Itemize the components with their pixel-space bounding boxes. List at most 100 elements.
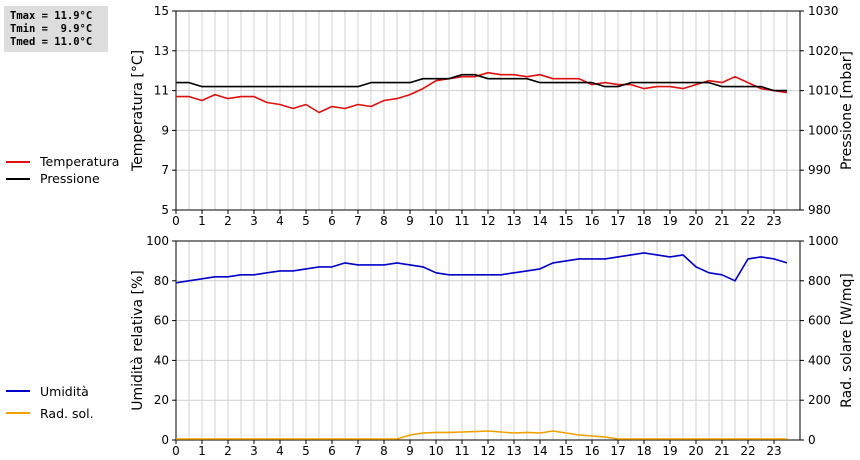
bottom-x-tick-label: 2 [224, 444, 232, 458]
bottom-x-tick-label: 3 [250, 444, 258, 458]
top-series-pressione [176, 73, 787, 92]
bottom-chart: 0 1 2 3 4 5 6 7 8 9 10 11 12 13 14 15 16 17 18 19 20 21 22 2302… [130, 234, 855, 458]
top-x-tick-label: 4 [276, 214, 284, 228]
bottom-x-tick-label: 1 [198, 444, 206, 458]
top-y2-tick-label: 1000 [808, 123, 839, 137]
top-x-tick-label: 15 [558, 214, 573, 228]
bottom-x-tick-label: 5 [302, 444, 310, 458]
legend-swatch-temperatura [6, 160, 30, 163]
bottom-x-tick-label: 6 [328, 444, 336, 458]
bottom-x-tick-label: 10 [428, 444, 443, 458]
bottom-x-tick-label: 16 [584, 444, 599, 458]
bottom-x-tick-label: 12 [480, 444, 495, 458]
top-x-tick-label: 5 [302, 214, 310, 228]
bottom-x-tick-label: 17 [610, 444, 625, 458]
bottom-y2-tick-label: 1000 [808, 234, 839, 248]
top-x-tick-label: 23 [766, 214, 781, 228]
bottom-x-tick-label: 13 [506, 444, 521, 458]
legend-label-temperatura: Temperatura [40, 154, 120, 169]
bottom-y2-tick-label: 600 [808, 314, 831, 328]
bottom-x-tick-label: 18 [636, 444, 651, 458]
top-x-tick-label: 13 [506, 214, 521, 228]
bottom-x-tick-label: 23 [766, 444, 781, 458]
bottom-series-rad-sol [176, 430, 787, 440]
stats-box: Tmax = 11.9°C Tmin = 9.9°C Tmed = 11.0°C [4, 6, 108, 52]
top-chart: 0 1 2 3 4 5 6 7 8 9 10 11 12 13 14 15 16 17 18 19 20 21 22 2357… [130, 4, 855, 228]
top-x-tick-label: 22 [740, 214, 755, 228]
legend-item-temperatura: Temperatura [6, 153, 119, 170]
bottom-y2-tick-label: 800 [808, 274, 831, 288]
bottom-y-tick-label: 100 [146, 234, 169, 248]
bottom-x-tick-label: 19 [662, 444, 677, 458]
top-y-tick-label: 9 [161, 123, 169, 137]
top-y2-tick-label: 1010 [808, 84, 839, 98]
bottom-y-axis-title: Umidità relativa [%] [130, 270, 146, 411]
top-y2-tick-label: 1020 [808, 44, 839, 58]
top-x-tick-label: 1 [198, 214, 206, 228]
bottom-x-tick-label: 11 [454, 444, 469, 458]
top-y-tick-label: 5 [161, 203, 169, 217]
legend-label-pressione: Pressione [40, 171, 100, 186]
bottom-y-tick-label: 40 [154, 353, 169, 367]
legend-top: Temperatura Pressione [6, 153, 119, 187]
bottom-x-tick-label: 15 [558, 444, 573, 458]
bottom-x-tick-label: 22 [740, 444, 755, 458]
bottom-x-tick-label: 21 [714, 444, 729, 458]
legend-label-umidita: Umidità [40, 383, 89, 399]
bottom-y2-tick-label: 0 [808, 433, 816, 447]
top-x-tick-label: 16 [584, 214, 599, 228]
top-y-axis-title: Temperatura [°C] [130, 50, 146, 172]
bottom-y-tick-label: 0 [161, 433, 169, 447]
bottom-x-tick-label: 4 [276, 444, 284, 458]
top-x-tick-label: 17 [610, 214, 625, 228]
top-x-tick-label: 7 [354, 214, 362, 228]
bottom-x-tick-label: 0 [172, 444, 180, 458]
top-x-tick-label: 12 [480, 214, 495, 228]
top-x-tick-label: 10 [428, 214, 443, 228]
legend-label-radsol: Rad. sol. [40, 405, 94, 421]
tmin-text: Tmin = 9.9°C [10, 23, 93, 35]
bottom-y2-axis-title: Rad. solare [W/mq] [839, 273, 855, 408]
top-y-tick-label: 13 [154, 44, 169, 58]
top-x-tick-label: 19 [662, 214, 677, 228]
bottom-x-tick-label: 9 [406, 444, 414, 458]
top-y2-tick-label: 990 [808, 163, 831, 177]
legend-item-pressione: Pressione [6, 170, 119, 187]
bottom-x-tick-label: 20 [688, 444, 703, 458]
top-series-temperatura [176, 71, 788, 114]
bottom-x-tick-label: 8 [380, 444, 388, 458]
legend-swatch-umidita [6, 390, 30, 392]
bottom-y-tick-label: 20 [154, 393, 169, 407]
legend-bottom: Umidità Rad. sol. [6, 380, 94, 424]
legend-item-radsol: Rad. sol. [6, 402, 94, 424]
top-y2-tick-label: 1030 [808, 4, 839, 18]
bottom-series-umidit [175, 252, 788, 284]
top-x-tick-label: 3 [250, 214, 258, 228]
legend-swatch-radsol [6, 412, 30, 414]
top-x-tick-label: 9 [406, 214, 414, 228]
bottom-y-tick-label: 60 [154, 314, 169, 328]
top-x-tick-label: 14 [532, 214, 547, 228]
top-x-tick-label: 21 [714, 214, 729, 228]
top-x-tick-label: 20 [688, 214, 703, 228]
legend-item-umidita: Umidità [6, 380, 94, 402]
top-x-tick-label: 18 [636, 214, 651, 228]
top-x-tick-label: 2 [224, 214, 232, 228]
top-y2-axis-title: Pressione [mbar] [839, 51, 855, 170]
top-y2-tick-label: 980 [808, 203, 831, 217]
top-x-tick-label: 11 [454, 214, 469, 228]
top-y-tick-label: 15 [154, 4, 169, 18]
bottom-y-tick-label: 80 [154, 274, 169, 288]
bottom-y2-tick-label: 200 [808, 393, 831, 407]
bottom-x-tick-label: 14 [532, 444, 547, 458]
bottom-x-tick-label: 7 [354, 444, 362, 458]
tmed-text: Tmed = 11.0°C [10, 36, 93, 48]
legend-swatch-pressione [6, 177, 30, 180]
bottom-y2-tick-label: 400 [808, 353, 831, 367]
tmax-text: Tmax = 11.9°C [10, 10, 93, 22]
top-y-tick-label: 7 [161, 163, 169, 177]
top-x-tick-label: 8 [380, 214, 388, 228]
top-x-tick-label: 6 [328, 214, 336, 228]
top-y-tick-label: 11 [154, 84, 169, 98]
